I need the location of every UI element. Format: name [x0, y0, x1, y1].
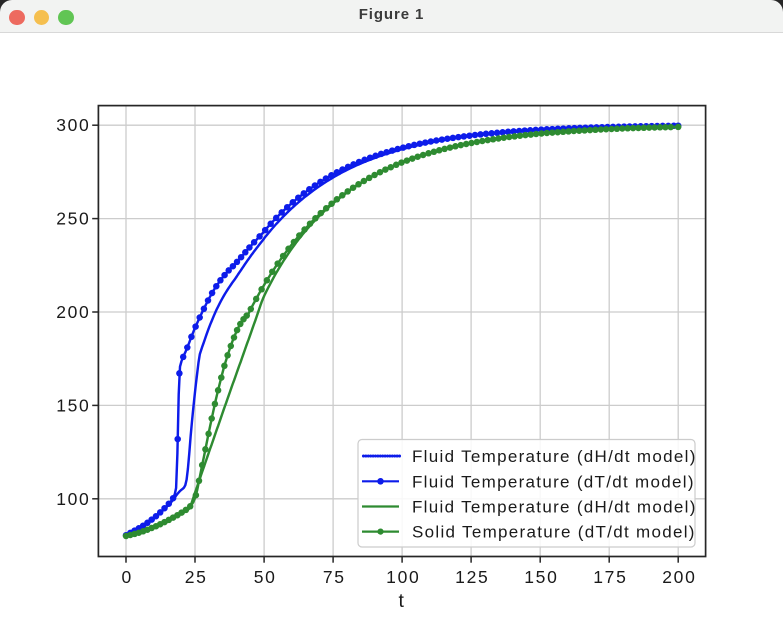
svg-text:175: 175: [593, 567, 627, 587]
svg-text:Fluid Temperature (dH/dt model: Fluid Temperature (dH/dt model): [412, 447, 697, 466]
svg-text:200: 200: [56, 302, 90, 322]
svg-text:50: 50: [254, 567, 277, 587]
svg-text:0: 0: [121, 567, 132, 587]
svg-text:150: 150: [524, 567, 558, 587]
svg-text:25: 25: [185, 567, 208, 587]
svg-text:100: 100: [56, 489, 90, 509]
svg-text:250: 250: [56, 209, 90, 229]
svg-text:Solid Temperature (dT/dt model: Solid Temperature (dT/dt model): [412, 523, 696, 542]
svg-text:t: t: [398, 590, 405, 612]
svg-text:Fluid Temperature (dT/dt model: Fluid Temperature (dT/dt model): [412, 472, 695, 491]
svg-text:Fluid Temperature (dH/dt model: Fluid Temperature (dH/dt model): [412, 498, 697, 517]
svg-text:300: 300: [56, 115, 90, 135]
svg-text:200: 200: [662, 567, 696, 587]
svg-text:75: 75: [323, 567, 346, 587]
svg-text:150: 150: [56, 395, 90, 415]
svg-text:125: 125: [455, 567, 489, 587]
svg-text:100: 100: [386, 567, 420, 587]
